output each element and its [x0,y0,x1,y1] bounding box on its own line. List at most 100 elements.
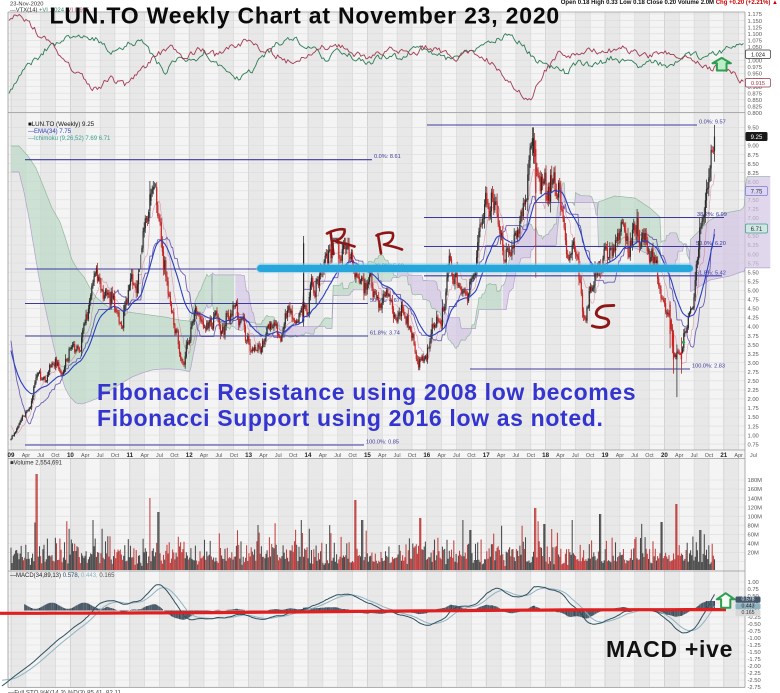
svg-text:—Ichimoku (9,26,52) 7.69 6.71: —Ichimoku (9,26,52) 7.69 6.71 [28,136,111,142]
svg-text:Apr: Apr [616,453,625,459]
svg-text:120M: 120M [748,505,763,511]
svg-text:19: 19 [602,452,609,459]
svg-text:23-Nov-2020: 23-Nov-2020 [10,2,44,8]
svg-text:Oct: Oct [51,453,60,459]
svg-text:8.25: 8.25 [748,171,759,177]
svg-text:61.8%: 3.74: 61.8%: 3.74 [370,331,400,337]
svg-text:0.0%: 9.57: 0.0%: 9.57 [699,120,726,126]
svg-text:20: 20 [661,452,668,459]
svg-text:0.915: 0.915 [751,81,765,87]
svg-text:-0.25: -0.25 [748,615,761,621]
svg-text:09: 09 [8,452,15,459]
svg-text:4.50: 4.50 [748,307,759,313]
svg-text:1.75: 1.75 [748,406,759,412]
svg-text:Apr: Apr [438,453,447,459]
svg-text:17: 17 [483,452,490,459]
svg-text:4.00: 4.00 [748,325,759,331]
svg-text:LUN.TO Weekly Chart at Novembe: LUN.TO Weekly Chart at November 23, 2020 [50,3,561,29]
svg-text:2.25: 2.25 [748,388,759,394]
svg-text:0.443: 0.443 [742,603,755,609]
svg-text:-2.75: -2.75 [748,685,761,691]
svg-text:11: 11 [127,452,134,459]
svg-text:Oct: Oct [527,453,536,459]
svg-text:1.150: 1.150 [748,19,763,25]
svg-text:6.71: 6.71 [751,227,763,233]
svg-text:Apr: Apr [200,453,209,459]
svg-text:80M: 80M [748,524,759,530]
svg-text:0.800: 0.800 [748,111,763,117]
svg-text:0.825: 0.825 [748,105,763,111]
svg-text:40M: 40M [748,542,759,548]
svg-text:1.000: 1.000 [748,58,763,64]
svg-text:8.50: 8.50 [748,162,759,168]
svg-text:Apr: Apr [81,453,90,459]
svg-text:16: 16 [423,452,430,459]
svg-text:—EMA(34) 7.75: —EMA(34) 7.75 [28,129,72,135]
svg-text:0.875: 0.875 [748,91,763,97]
svg-text:0.900: 0.900 [748,85,763,91]
svg-text:-2.50: -2.50 [748,678,761,684]
svg-text:1.00: 1.00 [748,433,759,439]
svg-text:0.75: 0.75 [748,442,759,448]
svg-text:9.00: 9.00 [748,144,759,150]
svg-text:1.050: 1.050 [748,45,763,51]
svg-text:18: 18 [542,452,549,459]
svg-text:8.75: 8.75 [748,153,759,159]
svg-text:Oct: Oct [645,453,654,459]
svg-text:14: 14 [305,452,312,459]
svg-text:Apr: Apr [556,453,565,459]
svg-text:Apr: Apr [319,453,328,459]
svg-text:Apr: Apr [734,453,743,459]
svg-text:3.00: 3.00 [748,361,759,367]
svg-text:-2.25: -2.25 [748,671,761,677]
svg-text:Jul: Jul [97,453,104,459]
svg-text:—MACD(34,89,13) 0.578, 0.443,: —MACD(34,89,13) 0.578, 0.443, 0.165 [10,573,115,579]
svg-text:Jul: Jul [750,453,757,459]
svg-text:Fibonacci Resistance using 200: Fibonacci Resistance using 2008 low beco… [97,379,636,405]
svg-text:Jul: Jul [156,453,163,459]
svg-text:Oct: Oct [289,453,298,459]
svg-text:1.175: 1.175 [748,12,763,18]
svg-text:0.950: 0.950 [748,72,763,78]
svg-text:Oct: Oct [467,453,476,459]
svg-text:180M: 180M [748,478,763,484]
svg-text:0.975: 0.975 [748,65,763,71]
svg-text:2.00: 2.00 [748,397,759,403]
svg-text:■LUN.TO (Weekly) 9.25: ■LUN.TO (Weekly) 9.25 [28,121,95,128]
svg-text:Apr: Apr [675,453,684,459]
svg-text:21: 21 [720,452,727,459]
svg-text:140M: 140M [748,496,763,502]
svg-text:13: 13 [245,452,252,459]
svg-text:■Volume 2,554,691: ■Volume 2,554,691 [10,461,63,467]
svg-text:Oct: Oct [230,453,239,459]
svg-text:Apr: Apr [259,453,268,459]
svg-text:5.25: 5.25 [748,279,759,285]
svg-text:4.25: 4.25 [748,316,759,322]
svg-text:100.0%: 2.83: 100.0%: 2.83 [692,364,725,370]
svg-text:Apr: Apr [22,453,31,459]
svg-text:0.850: 0.850 [748,98,763,104]
svg-text:—VTX(14) +VI 1.024 -VI 0.915: —VTX(14) +VI 1.024 -VI 0.915 [10,8,89,14]
svg-text:61.8%: 5.42: 61.8%: 5.42 [696,270,726,276]
svg-text:-1.25: -1.25 [748,643,761,649]
svg-text:-1.50: -1.50 [748,650,761,656]
svg-text:Oct: Oct [170,453,179,459]
svg-text:12: 12 [186,452,193,459]
svg-text:Oct: Oct [348,453,357,459]
svg-text:160M: 160M [748,487,763,493]
svg-text:15: 15 [364,452,371,459]
svg-text:100M: 100M [748,514,763,520]
svg-text:3.25: 3.25 [748,352,759,358]
svg-text:0.75: 0.75 [748,587,759,593]
svg-text:1.024: 1.024 [751,53,765,59]
svg-text:Jul: Jul [512,453,519,459]
svg-text:Fibonacci Support using 2016 l: Fibonacci Support using 2016 low as note… [97,405,604,431]
svg-text:Apr: Apr [497,453,506,459]
svg-text:1.125: 1.125 [748,25,763,31]
svg-text:20M: 20M [748,551,759,557]
svg-text:5.50: 5.50 [748,270,759,276]
svg-text:1.50: 1.50 [748,415,759,421]
svg-text:—Full STO %K(14,3) %D(3) 85.41: —Full STO %K(14,3) %D(3) 85.41, 82.11 [8,690,121,693]
svg-text:Oct: Oct [705,453,714,459]
svg-text:1.100: 1.100 [748,32,763,38]
